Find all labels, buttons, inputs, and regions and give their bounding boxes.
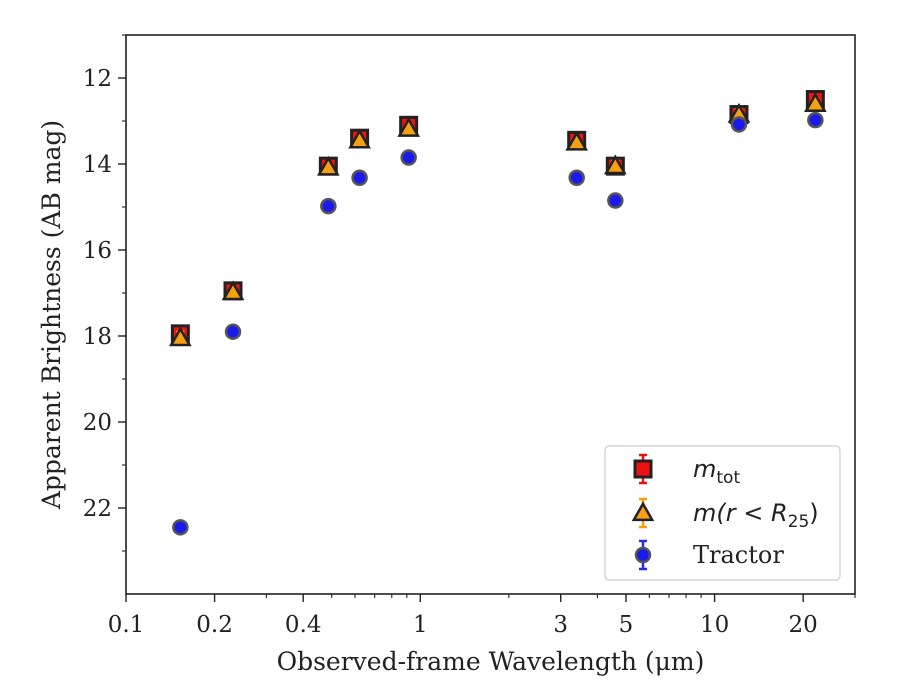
legend-label-main: m(r < R [693,499,788,527]
legend-label-sub: 25 [788,512,810,532]
x-tick-label: 5 [619,612,634,638]
data-point [168,326,192,347]
data-point [603,154,627,175]
x-tick-label: 0.1 [108,612,145,638]
y-axis: 12 14 16 18 20 22 [83,34,126,552]
y-tick-label: 18 [83,324,112,350]
x-tick-label: 3 [553,612,568,638]
legend-label-main: m [693,455,716,483]
legend-label: m(r < R25) [693,499,819,532]
data-point [400,149,417,166]
y-tick-label: 16 [83,238,112,264]
x-axis-label: Observed-frame Wavelength (μm) [277,647,705,676]
y-axis-label: Apparent Brightness (AB mag) [37,120,66,510]
data-point [804,92,827,112]
legend-label: Tractor [693,541,784,569]
x-tick-label: 0.2 [196,612,233,638]
data-point [397,117,421,137]
data-point [316,155,340,176]
legend-marker [633,459,653,479]
legend: mtot m(r < R25) Tractor [604,445,841,581]
y-tick-label: 14 [83,152,112,178]
legend-marker [631,501,655,522]
legend-box [604,445,841,581]
data-point [320,197,337,215]
y-tick-label: 12 [83,66,112,92]
legend-label-rest: ) [809,499,818,527]
plot-frame [125,34,856,595]
x-tick-label: 20 [789,612,818,638]
legend-marker [634,546,652,564]
data-point [730,116,748,133]
x-tick-label: 10 [700,612,729,638]
data-point [224,323,242,340]
legend-label-sub: tot [716,468,740,488]
data-point [565,130,589,151]
data-point [807,111,824,129]
data-point [348,128,371,149]
x-tick-label: 0.4 [285,612,322,638]
data-point [351,169,368,187]
data-point [172,519,189,536]
x-axis: 0.1 0.2 0.4 1 3 5 10 20 [108,594,856,638]
chart-marks [168,90,827,536]
legend-label-main: Tractor [693,541,784,569]
x-tick-label: 1 [413,612,428,638]
legend-label: mtot [693,455,740,488]
data-point [568,169,585,187]
y-tick-label: 20 [83,410,112,436]
data-point [221,280,245,301]
data-point [607,192,624,209]
series-2 [172,111,824,536]
y-tick-label: 22 [83,496,112,522]
